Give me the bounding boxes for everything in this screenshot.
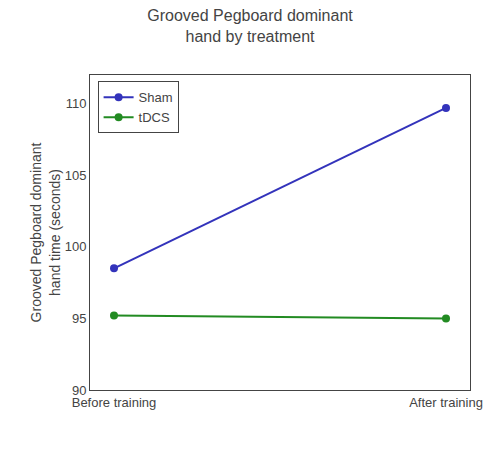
svg-text:Before training: Before training (72, 395, 157, 410)
svg-text:95: 95 (72, 311, 86, 326)
svg-text:Grooved Pegboard dominanthand: Grooved Pegboard dominanthand by treatme… (147, 7, 353, 45)
svg-text:100: 100 (65, 239, 87, 254)
svg-text:Grooved Pegboard dominanthand: Grooved Pegboard dominanthand time (seco… (28, 143, 62, 323)
svg-text:After training: After training (409, 395, 483, 410)
svg-text:105: 105 (65, 168, 87, 183)
svg-text:110: 110 (66, 96, 87, 111)
svg-text:90: 90 (72, 383, 86, 398)
svg-text:Sham: Sham (139, 90, 173, 105)
svg-text:tDCS: tDCS (139, 110, 170, 125)
